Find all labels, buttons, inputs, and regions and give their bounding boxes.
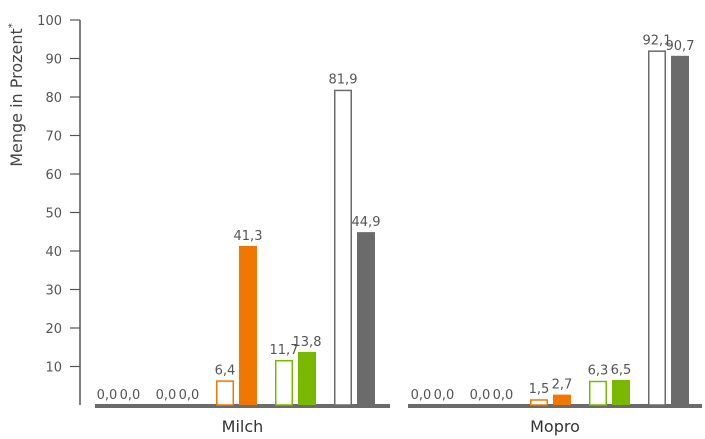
data-label: 6,3 <box>588 364 609 379</box>
y-tick-label: 90 <box>45 53 62 68</box>
data-label: 0,0 <box>179 388 200 403</box>
y-tick-label: 20 <box>45 322 62 337</box>
bar <box>589 380 607 406</box>
bar <box>298 351 316 405</box>
bar <box>612 379 630 405</box>
bar <box>648 50 666 406</box>
data-labels: 0,0 0,0 0,0 0,06,441,311,713,881,944,90,0 0,… <box>97 33 695 403</box>
y-tick-label: 40 <box>45 245 62 260</box>
data-label: 0,0 <box>470 388 491 403</box>
y-tick-label: 70 <box>45 130 62 145</box>
category-labels: Milch Mopro <box>222 417 580 436</box>
bar <box>334 89 352 406</box>
category-label: Milch <box>222 417 264 436</box>
data-label: 6,5 <box>611 363 632 378</box>
data-label: 0,0 <box>411 388 432 403</box>
data-label: 0,0 <box>120 388 141 403</box>
bar <box>216 380 234 406</box>
y-ticks: 10 20 30 40 50 60 70 80 90 100 <box>37 14 80 376</box>
y-axis-label-text: Menge in Prozent <box>7 28 26 167</box>
y-tick-label: 60 <box>45 168 62 183</box>
data-label: 41,3 <box>234 229 263 244</box>
data-label: 11,7 <box>270 343 299 358</box>
data-label: 0,0 <box>434 388 455 403</box>
bar <box>553 394 571 405</box>
data-label: 90,7 <box>666 39 695 54</box>
category-label: Mopro <box>530 417 580 436</box>
bar <box>357 232 375 405</box>
data-label: 92,1 <box>643 33 672 48</box>
data-label: 2,7 <box>552 378 573 393</box>
data-label: 6,4 <box>215 363 236 378</box>
bar <box>239 245 257 405</box>
data-label: 44,9 <box>352 215 381 230</box>
y-tick-label: 30 <box>45 284 62 299</box>
data-label: 0,0 <box>493 388 514 403</box>
y-tick-label: 10 <box>45 361 62 376</box>
bar <box>275 359 293 406</box>
data-label: 1,5 <box>529 382 550 397</box>
y-tick-label: 50 <box>45 207 62 222</box>
y-tick-label: 100 <box>37 14 62 29</box>
data-label: 13,8 <box>293 335 322 350</box>
y-axis-label: Menge in Prozent* <box>7 23 26 167</box>
y-tick-label: 80 <box>45 91 62 106</box>
bar <box>530 399 548 406</box>
data-label: 81,9 <box>329 73 358 88</box>
bars <box>216 50 689 406</box>
bar <box>671 55 689 406</box>
data-label: 0,0 <box>156 388 177 403</box>
y-axis-label-marker: * <box>7 23 18 28</box>
data-label: 0,0 <box>97 388 118 403</box>
